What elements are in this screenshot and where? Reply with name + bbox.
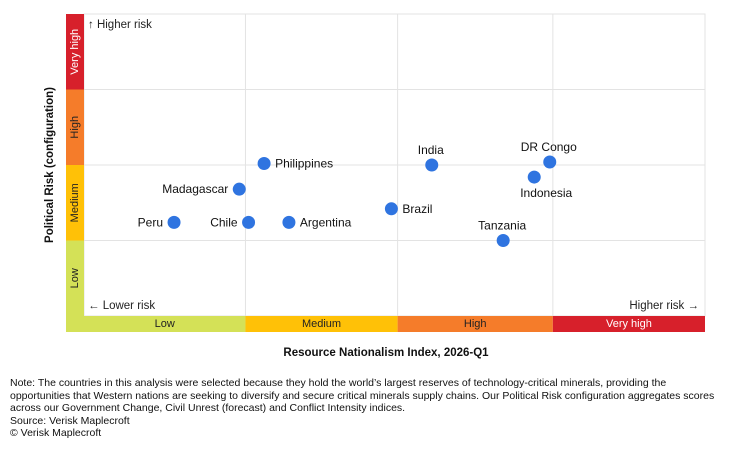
point-madagascar <box>232 182 246 196</box>
point-label-chile: Chile <box>210 215 238 229</box>
annotation-higher-risk-x: Higher risk → <box>629 300 699 312</box>
point-label-peru: Peru <box>138 215 163 229</box>
point-brazil <box>384 202 398 216</box>
x-band-label-medium: Medium <box>302 318 341 330</box>
x-band-label-very-high: Very high <box>606 318 652 330</box>
point-indonesia <box>527 170 541 184</box>
x-band-very-high <box>552 316 705 332</box>
y-band-very-high <box>66 14 84 90</box>
footer-source: Source: Verisk Maplecroft <box>10 414 130 427</box>
point-label-brazil: Brazil <box>402 202 432 216</box>
point-tanzania <box>496 234 510 247</box>
point-label-madagascar: Madagascar <box>162 182 228 196</box>
x-band-medium <box>245 316 398 332</box>
point-label-philippines: Philippines <box>275 156 333 170</box>
point-label-tanzania: Tanzania <box>478 219 526 233</box>
footer-notes: Note: The countries in this analysis wer… <box>10 377 722 440</box>
point-label-india: India <box>418 143 444 157</box>
y-band-medium <box>66 165 84 241</box>
y-axis-title: Political Risk (configuration) <box>44 87 56 243</box>
point-chile <box>242 215 256 229</box>
y-band-label-very-high: Very high <box>69 29 81 75</box>
x-band-high <box>397 316 553 332</box>
x-band-label-low: Low <box>155 318 175 330</box>
x-band-label-high: High <box>464 318 487 330</box>
point-dr-congo <box>543 155 557 169</box>
corner-band <box>66 316 84 332</box>
y-band-label-high: High <box>69 116 81 139</box>
point-label-dr-congo: DR Congo <box>521 140 577 154</box>
footer-copyright: © Verisk Maplecroft <box>10 427 102 440</box>
point-argentina <box>282 215 296 229</box>
y-band-label-low: Low <box>69 268 81 288</box>
footer-note: Note: The countries in this analysis wer… <box>10 377 715 415</box>
point-label-indonesia: Indonesia <box>520 186 572 200</box>
annotation-higher-risk-y: ↑ Higher risk <box>88 19 152 31</box>
point-philippines <box>257 156 271 170</box>
point-peru <box>167 215 181 229</box>
annotation-lower-risk-x: ← Lower risk <box>88 300 155 312</box>
point-india <box>425 158 439 172</box>
y-band-label-medium: Medium <box>69 183 81 222</box>
x-axis-title: Resource Nationalism Index, 2026-Q1 <box>283 347 489 359</box>
x-band-low <box>84 316 246 332</box>
y-band-high <box>66 89 84 165</box>
y-band-low <box>66 240 84 316</box>
point-label-argentina: Argentina <box>300 215 352 229</box>
